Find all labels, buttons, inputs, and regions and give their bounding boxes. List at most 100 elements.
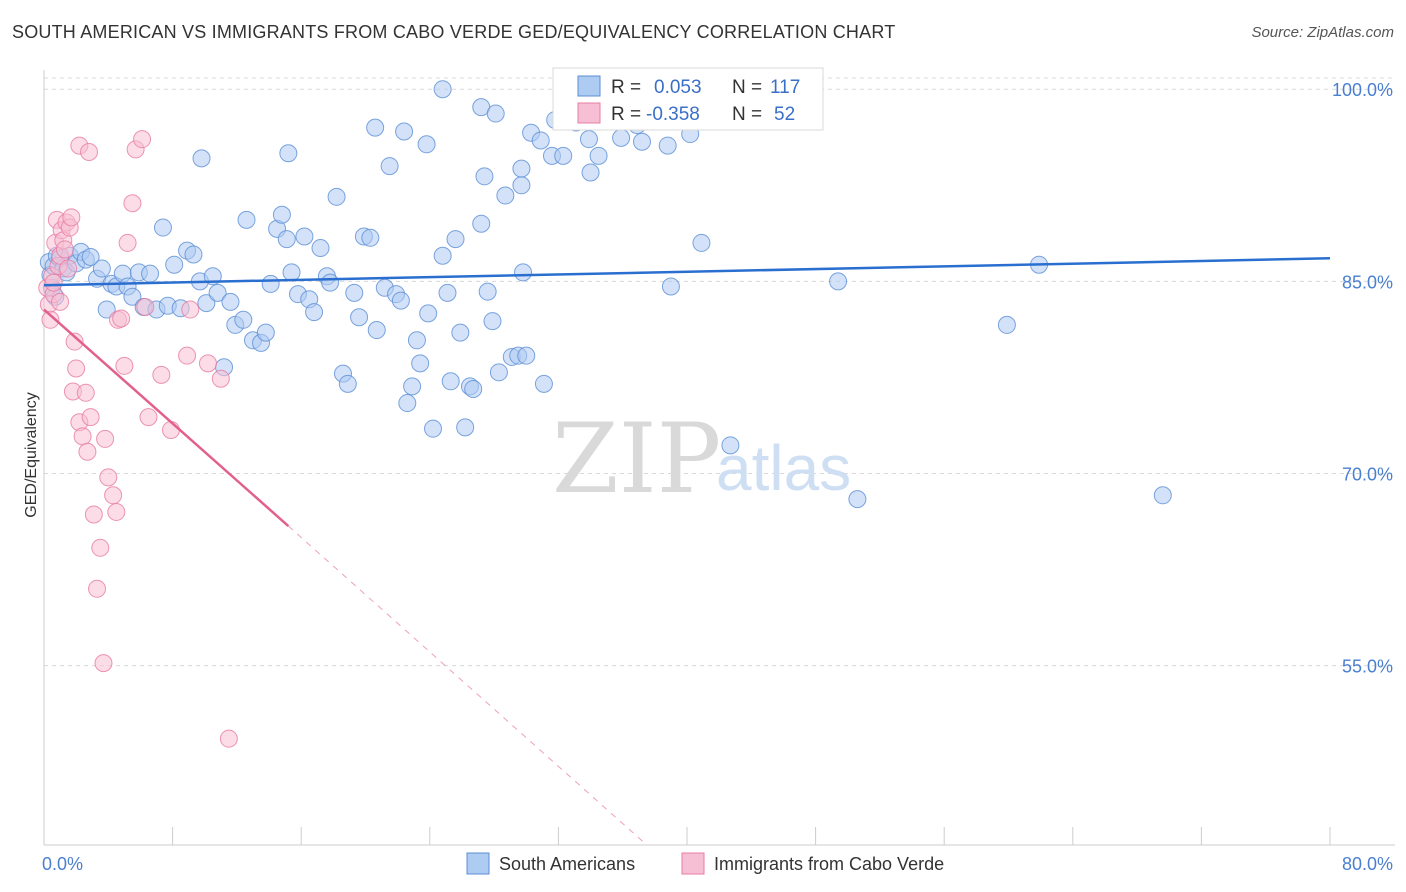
south-american-point [433,246,452,265]
south-american-point [279,144,298,163]
south-american-point [848,490,867,509]
x-tick-label: 80.0% [1342,854,1393,874]
cabo-verde-point [99,468,118,487]
south-american-point [829,272,848,291]
stats-box: R = 0.053 N = 117 R = -0.358 N = 52 [552,67,824,131]
south-american-point [512,176,531,195]
south-american-point [446,230,465,249]
watermark-zip: ZIP [552,403,721,515]
south-american-point [417,135,436,154]
trend-lines [43,257,1331,846]
cabo-verde-point [178,346,197,365]
south-american-point [475,167,494,186]
south-american-point [489,363,508,382]
cabo-verde-point [80,142,99,161]
cabo-verde-point [104,486,123,505]
cabo-verde-point [65,332,84,351]
legend: South Americans Immigrants from Cabo Ver… [466,852,944,875]
south-american-point [277,230,296,249]
cabo-verde-trend-line [43,308,290,527]
stats-n-label-1: N = [732,77,762,98]
south-american-point [97,300,116,319]
cabo-verde-point [152,365,171,384]
cabo-verde-point [94,654,113,673]
cabo-verde-trend-extension [288,525,648,846]
stats-r-value-1: 0.053 [654,77,702,98]
x-tick-label: 0.0% [42,854,83,874]
axes [43,70,1395,846]
south-american-point [256,323,275,342]
south-american-point [123,287,142,306]
stats-n-label-2: N = [732,104,762,125]
south-american-point [658,136,677,155]
cabo-verde-point [136,297,155,316]
stats-pink-swatch [577,102,601,124]
south-american-point [366,118,385,137]
south-american-point [438,283,457,302]
south-american-point [512,159,531,178]
south-american-point [424,419,443,438]
cabo-verde-point [198,354,217,373]
south-american-point [81,248,100,267]
south-american-point [632,132,651,151]
legend-label-south-americans: South Americans [499,854,635,874]
stats-r-value-2: -0.358 [646,104,700,125]
cabo-verde-point [73,427,92,446]
south-american-point [92,259,111,278]
south-american-point [395,122,414,141]
south-american-point [441,372,460,391]
stats-r-label-1: R = [611,77,641,98]
south-american-point [411,354,430,373]
south-american-point [997,315,1016,334]
y-tick-label: 55.0% [1342,657,1393,677]
data-points [38,80,1172,748]
stats-n-value-1: 117 [770,77,800,98]
south-american-point [345,283,364,302]
south-american-point [661,277,680,296]
cabo-verde-point [133,130,152,149]
cabo-verde-point [88,579,107,598]
south-american-point [391,291,410,310]
south-american-point [261,274,280,293]
legend-swatch-south-americans [466,852,490,875]
south-american-point [141,264,160,283]
tick-labels: 100.0% 85.0% 70.0% 55.0% 0.0% 80.0% [42,80,1393,874]
south-american-point [478,282,497,301]
cabo-verde-point [161,420,180,439]
south-american-point [237,210,256,229]
cabo-verde-point [181,300,200,319]
cabo-verde-point [78,442,97,461]
south-american-point [403,377,422,396]
south-american-point [514,263,533,282]
south-american-point [464,379,483,398]
south-american-point [1153,486,1172,505]
south-american-point [305,303,324,322]
south-american-point [338,374,357,393]
south-american-point [483,312,502,331]
cabo-verde-point [51,292,70,311]
south-american-point [456,418,475,437]
cabo-verde-point [96,429,115,448]
cabo-verde-point [118,233,137,252]
south-american-point [531,131,550,150]
south-american-point [221,292,240,311]
grid-lines [44,77,1395,667]
cabo-verde-point [123,194,142,213]
south-american-point [433,80,452,99]
south-american-point [192,149,211,168]
y-tick-label: 70.0% [1342,465,1393,485]
legend-label-cabo-verde: Immigrants from Cabo Verde [714,854,944,874]
south-american-point [197,294,216,313]
south-american-point [721,436,740,455]
y-tick-label: 100.0% [1332,80,1393,100]
south-american-point [311,239,330,258]
south-american-point [272,205,291,224]
south-american-point [153,218,172,237]
south-american-point [581,163,600,182]
cabo-verde-point [67,359,86,378]
south-american-point [282,263,301,282]
south-american-point [380,157,399,176]
cabo-verde-point [115,356,134,375]
south-american-point [451,323,470,342]
cabo-verde-point [91,538,110,557]
